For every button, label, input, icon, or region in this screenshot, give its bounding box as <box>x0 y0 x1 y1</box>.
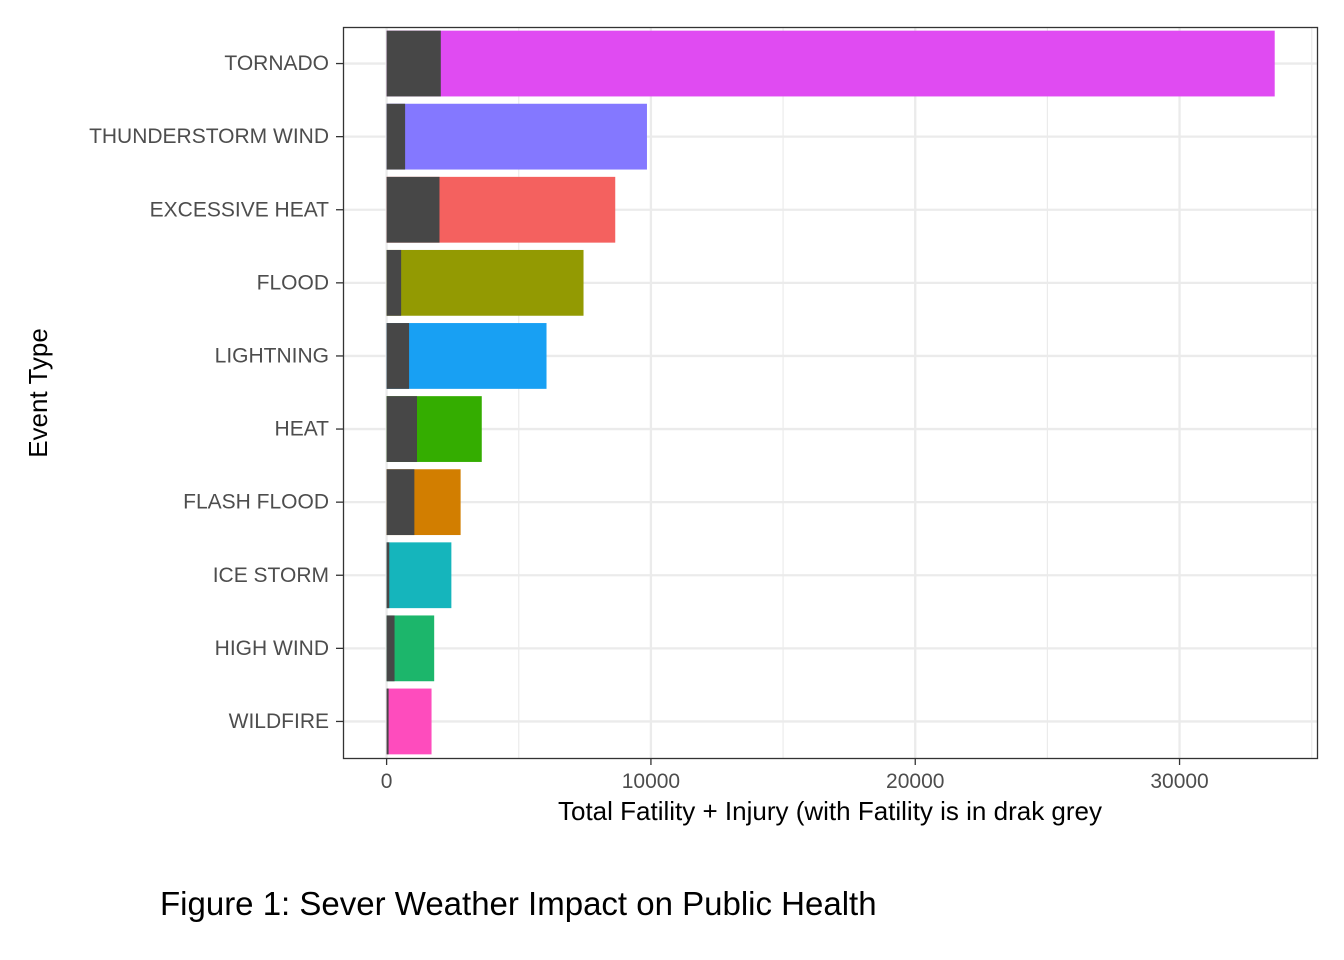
bar-total <box>386 30 1275 97</box>
y-tick-label: THUNDERSTORM WIND <box>89 125 329 148</box>
bar-fatality <box>386 542 390 609</box>
bar-fatality <box>386 103 406 170</box>
y-tick-label: FLASH FLOOD <box>183 491 329 514</box>
y-tick-label: HIGH WIND <box>215 637 329 660</box>
y-tick-label: LIGHTNING <box>215 344 329 367</box>
bar-total <box>386 542 452 609</box>
y-tick-label: ICE STORM <box>213 564 329 587</box>
y-tick-label: WILDFIRE <box>229 710 329 733</box>
bar-fatality <box>386 615 395 682</box>
figure-caption: Figure 1: Sever Weather Impact on Public… <box>160 885 877 922</box>
bar-chart: TORNADO THUNDERSTORM WIND EXCESSIVE HEAT FL… <box>23 26 1319 826</box>
bar-fatality <box>386 30 441 97</box>
y-tick-label: HEAT <box>275 418 330 441</box>
y-axis: TORNADO THUNDERSTORM WIND EXCESSIVE HEAT FL… <box>89 52 343 733</box>
x-tick-label: 0 <box>381 770 393 793</box>
x-axis: 0 10000 20000 30000 <box>381 758 1209 793</box>
y-tick-label: EXCESSIVE HEAT <box>150 198 330 221</box>
bar-total <box>386 688 432 755</box>
bar-fatality <box>386 469 415 536</box>
bar-fatality <box>386 688 389 755</box>
bar-total <box>386 249 584 316</box>
bar-fatality <box>386 249 402 316</box>
x-tick-label: 10000 <box>622 770 680 793</box>
x-axis-title: Total Fatility + Injury (with Fatility i… <box>558 796 1102 826</box>
y-axis-title: Event Type <box>23 328 53 458</box>
bar-total <box>386 323 547 389</box>
x-tick-label: 20000 <box>886 770 944 793</box>
x-tick-label: 30000 <box>1150 770 1208 793</box>
bar-fatality <box>386 396 418 462</box>
y-tick-label: TORNADO <box>224 52 329 75</box>
y-tick-label: FLOOD <box>257 271 329 294</box>
bars <box>386 30 1275 755</box>
bar-total <box>386 103 647 170</box>
panel-border <box>342 26 1319 760</box>
bar-fatality <box>386 176 440 243</box>
bar-fatality <box>386 323 410 389</box>
